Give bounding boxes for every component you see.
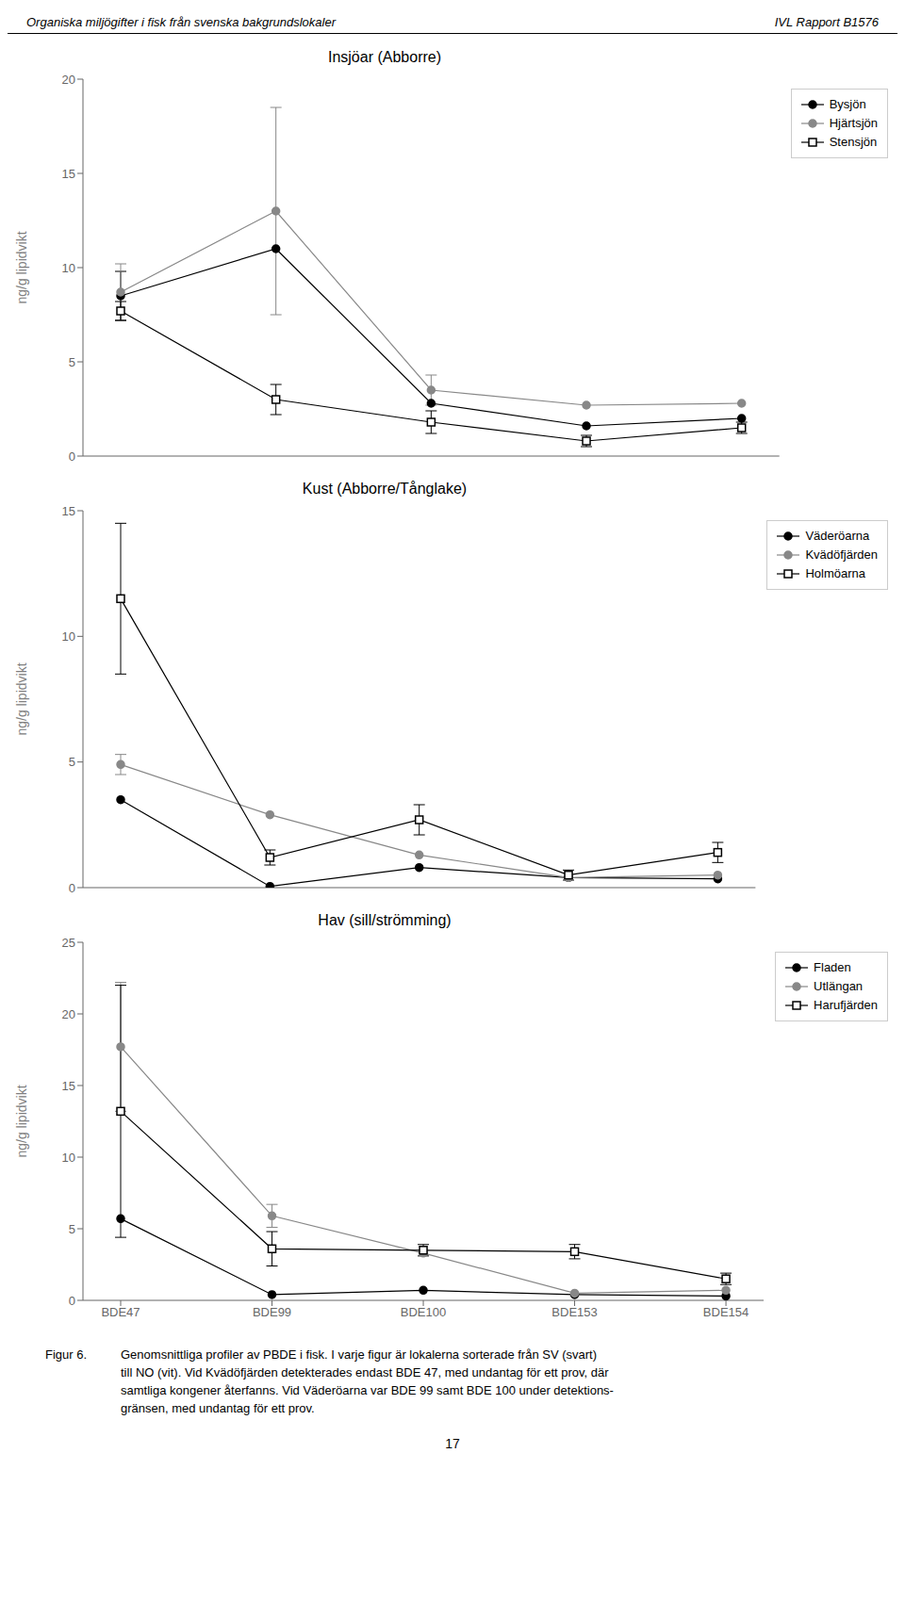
html-text:samtliga kongener återfanns. V: samtliga kongener återfanns. Vid Väderöa… xyxy=(120,1383,614,1399)
svg-text:15: 15 xyxy=(62,166,76,181)
html-text:Figur 6.: Figur 6. xyxy=(45,1348,87,1363)
svg-text:0: 0 xyxy=(68,1294,76,1309)
html-text:Kust (Abborre/Tånglake): Kust (Abborre/Tånglake) xyxy=(302,480,467,497)
html-text:Hjärtsjön: Hjärtsjön xyxy=(829,115,878,131)
svg-text:ng/g lipidvikt: ng/g lipidvikt xyxy=(14,1085,30,1158)
html-text:Utlängan: Utlängan xyxy=(813,979,863,994)
svg-text:BDE153: BDE153 xyxy=(551,1305,597,1320)
html-text:Stensjön: Stensjön xyxy=(829,134,878,149)
svg-text:25: 25 xyxy=(62,936,76,951)
svg-text:5: 5 xyxy=(68,1222,76,1237)
html-text:Kvädöfjärden: Kvädöfjärden xyxy=(805,547,878,562)
html-text:Väderöarna: Väderöarna xyxy=(805,528,870,543)
svg-text:20: 20 xyxy=(62,72,76,87)
html-text:Hav (sill/strömming): Hav (sill/strömming) xyxy=(317,912,452,929)
html-text:Bysjön: Bysjön xyxy=(829,97,867,112)
html-text:Genomsnittliga profiler av PBD: Genomsnittliga profiler av PBDE i fisk. … xyxy=(120,1348,597,1363)
svg-text:5: 5 xyxy=(68,355,76,370)
html-text:Insjöar (Abborre): Insjöar (Abborre) xyxy=(328,49,442,66)
svg-text:15: 15 xyxy=(62,1079,76,1094)
svg-text:BDE100: BDE100 xyxy=(400,1305,446,1320)
svg-text:ng/g lipidvikt: ng/g lipidvikt xyxy=(14,230,30,304)
svg-text:10: 10 xyxy=(62,1151,76,1166)
html-text:Harufjärden: Harufjärden xyxy=(813,998,878,1013)
html-text:Organiska miljögifter i fisk f: Organiska miljögifter i fisk från svensk… xyxy=(26,15,336,30)
svg-text:0: 0 xyxy=(68,881,76,896)
html-text:Fladen: Fladen xyxy=(813,960,852,975)
html-text:IVL Rapport B1576: IVL Rapport B1576 xyxy=(774,15,879,30)
svg-text:BDE154: BDE154 xyxy=(703,1305,749,1320)
svg-text:0: 0 xyxy=(68,449,76,464)
svg-text:BDE99: BDE99 xyxy=(252,1305,292,1320)
svg-text:5: 5 xyxy=(68,755,76,770)
html-text:Holmöarna: Holmöarna xyxy=(805,566,866,581)
svg-text:10: 10 xyxy=(62,261,76,276)
html-text:till NO (vit). Vid Kvädöfjärde: till NO (vit). Vid Kvädöfjärden detekter… xyxy=(120,1365,609,1381)
svg-text:BDE47: BDE47 xyxy=(100,1305,140,1320)
svg-text:ng/g lipidvikt: ng/g lipidvikt xyxy=(14,662,30,736)
html-text:gränsen, med undantag för ett: gränsen, med undantag för ett prov. xyxy=(120,1401,315,1416)
svg-text:20: 20 xyxy=(62,1007,76,1022)
html-text:17: 17 xyxy=(445,1436,460,1452)
svg-text:15: 15 xyxy=(62,504,76,519)
svg-text:10: 10 xyxy=(62,629,76,644)
